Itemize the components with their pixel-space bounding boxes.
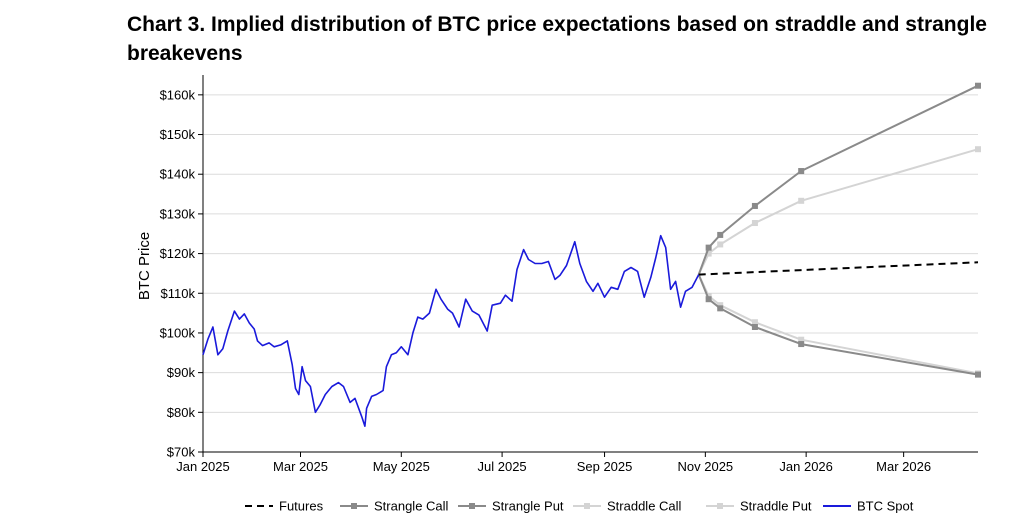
point-strangle-call-5 (975, 82, 981, 89)
point-strangle-put-4 (798, 341, 805, 348)
series-line-straddle-call (697, 148, 979, 276)
point-straddle-put-2 (717, 302, 724, 309)
point-strangle-call-4 (798, 168, 805, 175)
point-straddle-put-4 (798, 336, 805, 343)
y-axis-label: BTC Price (136, 232, 153, 300)
x-ticks: Jan 2025 Mar 2025 May 2025 Jul 2025 Sep 2025… (176, 452, 931, 474)
point-strangle-call-3 (751, 202, 758, 209)
series (202, 82, 981, 428)
point-straddle-call-3 (751, 220, 758, 227)
y-tick-label-7: $140k (160, 167, 196, 182)
point-strangle-call-2 (717, 231, 724, 238)
series-line-straddle-put (697, 274, 979, 375)
chart-title: Chart 3. Implied distribution of BTC pri… (127, 13, 987, 65)
y-tick-label-2: $90k (167, 365, 196, 380)
x-tick-label-5: Nov 2025 (678, 459, 734, 474)
legend-label-straddle-call: Straddle Call (607, 499, 682, 514)
point-straddle-call-4 (798, 197, 805, 204)
legend-item-straddle-call: Straddle Call (573, 499, 682, 514)
y-tick-label-1: $80k (167, 405, 196, 420)
series-line-futures (698, 261, 979, 276)
x-tick-label-4: Sep 2025 (577, 459, 633, 474)
legend-marker-strangle-call (351, 503, 357, 509)
legend-item-straddle-put: Straddle Put (706, 499, 812, 514)
x-tick-label-3: Jul 2025 (478, 459, 527, 474)
legend-item-futures: Futures (245, 499, 324, 514)
legend-label-straddle-put: Straddle Put (740, 499, 812, 514)
legend-label-strangle-call: Strangle Call (374, 499, 449, 514)
legend-label-futures: Futures (279, 499, 324, 514)
x-tick-label-7: Mar 2026 (876, 459, 931, 474)
point-straddle-call-5 (975, 146, 981, 153)
series-line-strangle-call (697, 84, 979, 275)
point-strangle-put-1 (705, 296, 712, 303)
point-strangle-call-1 (705, 244, 712, 251)
legend-item-strangle-put: Strangle Put (458, 499, 564, 514)
y-tick-label-4: $110k (161, 286, 196, 301)
legend-item-btc-spot: BTC Spot (823, 499, 914, 514)
grid (203, 94, 978, 413)
y-tick-label-0: $70k (167, 445, 196, 460)
y-tick-label-9: $160k (160, 87, 196, 102)
series-strangle-put (697, 274, 981, 378)
legend-item-strangle-call: Strangle Call (340, 499, 449, 514)
point-strangle-put-2 (717, 305, 724, 312)
axes: BTC Price (136, 75, 978, 453)
point-straddle-put-1 (705, 293, 712, 300)
series-straddle-call (697, 146, 981, 276)
legend-marker-strangle-put (469, 503, 475, 509)
legend-label-btc-spot: BTC Spot (857, 499, 914, 514)
y-tick-label-5: $120k (160, 246, 196, 261)
series-line-btc-spot (202, 234, 700, 428)
x-tick-label-0: Jan 2025 (176, 459, 230, 474)
y-tick-label-8: $150k (160, 127, 196, 142)
y-ticks: $70k $80k $90k $100k $110k $120k $130k $140k $15… (160, 87, 203, 460)
x-tick-label-1: Mar 2025 (273, 459, 328, 474)
point-straddle-call-2 (717, 241, 724, 248)
point-straddle-put-3 (751, 319, 758, 326)
legend-marker-straddle-call (584, 503, 590, 509)
series-futures (698, 261, 979, 276)
point-strangle-put-3 (751, 323, 758, 330)
series-btc-spot (202, 234, 700, 428)
legend-label-strangle-put: Strangle Put (492, 499, 564, 514)
x-tick-label-6: Jan 2026 (779, 459, 833, 474)
point-straddle-call-1 (705, 250, 712, 257)
series-line-strangle-put (697, 274, 979, 376)
series-strangle-call (697, 82, 981, 275)
y-tick-label-3: $100k (160, 325, 196, 340)
y-tick-label-6: $130k (160, 206, 196, 221)
point-strangle-put-5 (975, 371, 981, 378)
series-straddle-put (697, 274, 981, 377)
x-tick-label-2: May 2025 (373, 459, 430, 474)
legend-marker-straddle-put (717, 503, 723, 509)
legend: Futures Strangle Call Strangle Put Straddle… (245, 499, 914, 514)
